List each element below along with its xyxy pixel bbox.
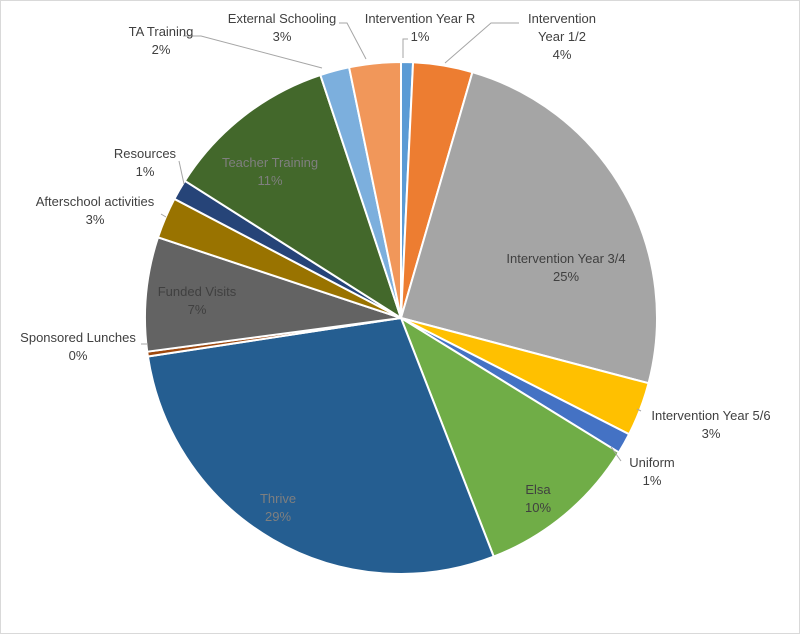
leader-line (636, 408, 642, 412)
leader-line (160, 213, 167, 218)
leader-line (339, 22, 367, 60)
leader-line (183, 35, 323, 69)
pie-slice-teacher-training (183, 73, 403, 321)
data-label-intervention-year-5-6: Intervention Year 5/6 3% (651, 408, 770, 441)
leader-line (178, 160, 185, 185)
data-label-funded-visits: Funded Visits 7% (158, 284, 237, 317)
data-label-intervention-year-3-4: Intervention Year 3/4 25% (506, 251, 625, 284)
leader-line (402, 38, 408, 58)
leader-lines (141, 22, 642, 462)
data-label-elsa: Elsa 10% (525, 482, 551, 515)
data-label-afterschool-activities: Afterschool activities 3% (36, 194, 155, 227)
pie-slice-funded-visits (144, 236, 402, 353)
pie-slice-intervention-year-3-4 (399, 70, 658, 385)
data-label-thrive: Thrive 29% (260, 491, 296, 524)
data-label-intervention-year-r: Intervention Year R 1% (365, 11, 476, 44)
data-label-ta-training: TA Training 2% (129, 24, 194, 57)
data-label-sponsored-lunches: Sponsored Lunches 0% (20, 330, 136, 363)
data-label-uniform: Uniform 1% (629, 455, 675, 488)
pie-slice-external-schooling (347, 60, 402, 319)
data-label-teacher-training: Teacher Training 11% (222, 155, 318, 188)
data-labels: Intervention Year R 1% Intervention Year 1/… (20, 11, 770, 524)
pie-slice-thrive (146, 316, 496, 575)
leader-line (610, 446, 622, 462)
leader-line (444, 22, 519, 64)
data-label-intervention-year-1-2: Intervention Year 1/2 4% (528, 11, 596, 62)
pie-slices (144, 60, 658, 575)
data-label-resources: Resources 1% (114, 146, 177, 179)
pie-slice-elsa (398, 315, 621, 558)
data-label-external-schooling: External Schooling 3% (228, 11, 336, 44)
